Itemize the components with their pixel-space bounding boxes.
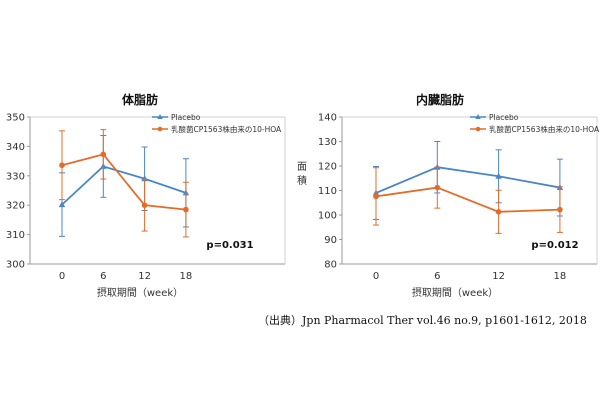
visceral-fat-placebo-line [375,166,561,194]
visceral-fat-y-tick-label: 130 [318,137,337,148]
visceral-fat-y-tick-label: 120 [318,162,337,173]
visceral-fat-hoa-point [373,193,379,200]
body-fat-hoa-point [100,151,107,158]
body-fat-y-tick-label: 300 [6,260,25,271]
body-fat-y-tick-label: 320 [6,201,25,212]
body-fat-legend-marker-placebo [157,114,163,119]
body-fat-y-tick-label: 340 [6,142,25,153]
visceral-fat-chart-title: 内臓脂肪 [416,92,464,107]
visceral-fat-y-tick-label: 140 [318,113,337,124]
visceral-fat-x-tick-label: 18 [554,271,567,282]
body-fat-hoa-line [61,153,186,211]
body-fat-hoa-point [59,162,65,169]
body-fat-y-tick-label: 310 [6,230,25,241]
body-fat-legend-label-hoa: 乳酸菌CP1563株由来の10-HOA [171,124,282,134]
body-fat-hoa-point [141,202,148,208]
body-fat-hoa-point [183,206,189,213]
visceral-fat-y-tick-label: 110 [318,186,337,197]
visceral-fat-placebo-point [495,172,502,179]
body-fat-y-tick-label: 350 [6,113,25,124]
visceral-fat-x-axis-label: 摂取期間（week） [412,286,498,299]
body-fat-y-tick-label: 330 [6,171,25,182]
visceral-fat-legend-label-placebo: Placebo [489,113,519,122]
visceral-fat-hoa-line [375,186,560,213]
visceral-fat-legend-marker-hoa [475,126,481,132]
body-fat-chart-title: 体脂肪 [122,92,158,107]
visceral-fat-hoa-point [495,209,502,215]
visceral-fat-x-tick-label: 0 [373,271,379,282]
visceral-fat-y-tick-label: 90 [324,235,337,246]
visceral-fat-y-tick-label: 100 [318,211,337,222]
body-fat-p-value: p=0.031 [206,240,253,251]
visceral-fat-x-tick-label: 12 [492,271,505,282]
body-fat-legend-marker-hoa [157,126,163,132]
body-fat-placebo-point [58,201,66,208]
visceral-fat-legend-label-hoa: 乳酸菌CP1563株由来の10-HOA [489,124,600,134]
visceral-fat-y-tick-label: 80 [324,260,337,271]
visceral-fat-y-axis-label: 面積 [297,162,307,187]
visceral-fat-hoa-point [557,206,563,213]
body-fat-x-tick-label: 12 [138,271,151,282]
body-fat-x-axis-label: 摂取期間（week） [97,286,183,299]
visceral-fat-p-value: p=0.012 [531,240,578,251]
visceral-fat-x-tick-label: 6 [434,271,440,282]
body-fat-placebo-line [61,165,187,206]
visceral-fat-hoa-point [434,184,441,191]
body-fat-x-tick-label: 0 [59,271,65,282]
body-fat-x-tick-label: 18 [180,271,193,282]
body-fat-legend-label-placebo: Placebo [171,113,201,122]
body-fat-x-tick-label: 6 [100,271,106,282]
source-citation: （出典）Jpn Pharmacol Ther vol.46 no.9, p160… [258,314,587,327]
visceral-fat-legend-marker-placebo [475,114,481,119]
